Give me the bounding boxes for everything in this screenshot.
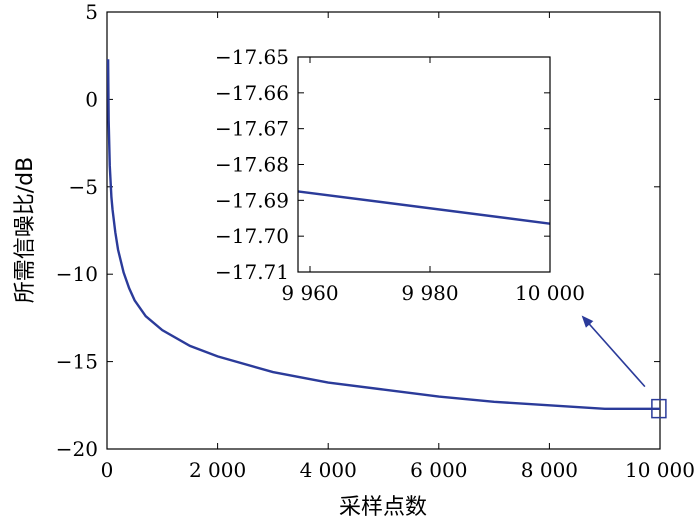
y-axis-title: 所需信噪比/dB [13,157,38,303]
inset-y-tick-label: −17.67 [215,117,289,141]
zoom-arrow [581,315,646,388]
main-x-tick-label: 10 000 [625,458,695,482]
main-y-tick-label: −20 [56,437,98,461]
inset-plot: 9 960 9 980 10 000 −17.65−17.66−17.67−17.6… [215,45,585,305]
inset-x-tick-label: 9 980 [401,281,458,305]
main-x-tick-label: 8 000 [521,458,578,482]
inset-y-tick-label: −17.65 [215,45,289,69]
inset-y-tick-labels: −17.65 −17.66 −17.67 −17.68 −17.69 −17.70 −17.… [215,45,289,284]
inset-series-line [297,190,551,225]
inset-x-tick-label: 9 960 [281,281,338,305]
main-x-tick-label: 6 000 [410,458,467,482]
main-x-tick-label: 4 000 [300,458,357,482]
main-axis-ticks [106,11,661,450]
main-y-tick-label: −15 [56,350,98,374]
x-axis-title: 采样点数 [339,495,427,520]
main-x-tick-label: 0 [101,458,114,482]
inset-plot-frame [297,56,551,273]
main-y-tick-labels: 5 0 −5 −10 −15 −20 [56,0,98,461]
zoom-region-box [651,398,667,419]
main-x-tick-labels: 0 2 000 4 000 6 000 8 000 10 000 [101,458,695,482]
inset-x-tick-labels: 9 960 9 980 10 000 [281,281,585,305]
inset-y-tick-label: −17.68 [215,153,289,177]
inset-y-tick-label: −17.66 [215,81,289,105]
main-plot: 0 2 000 4 000 6 000 8 000 10 000 5 0 −5 −10 −15 −2… [56,0,695,482]
inset-x-tick-label: 10 000 [515,281,585,305]
main-y-tick-label: 5 [85,0,98,24]
inset-y-tick-label: −17.71 [215,260,289,284]
main-plot-frame [106,11,661,450]
main-y-tick-label: 0 [85,87,98,111]
inset-y-tick-label: −17.70 [215,224,289,248]
main-y-tick-label: −5 [69,175,98,199]
main-y-tick-label: −10 [56,262,98,286]
main-x-tick-label: 2 000 [189,458,246,482]
inset-background [298,57,550,272]
inset-y-tick-label: −17.69 [215,188,289,212]
main-series-line [106,59,660,410]
